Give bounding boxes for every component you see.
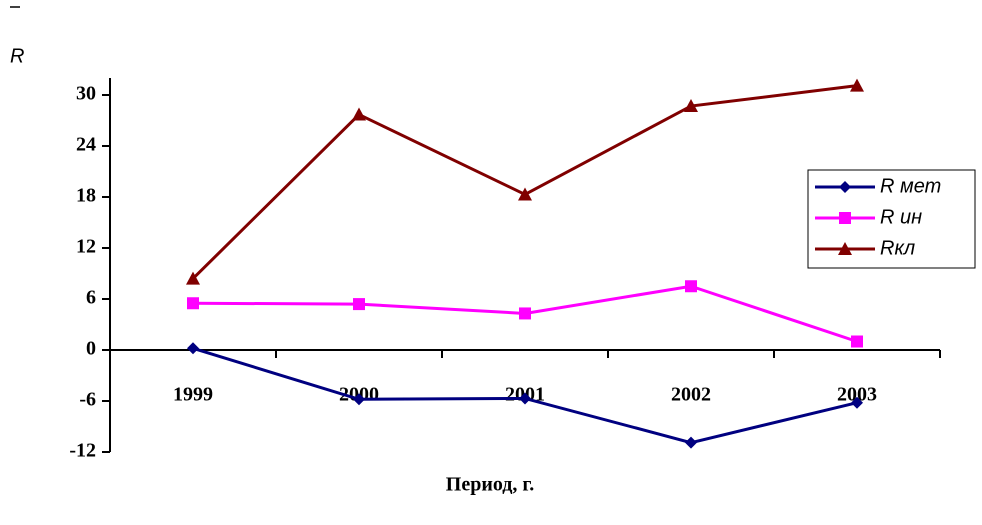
- data-point: [187, 342, 199, 355]
- x-axis-label: Период, г.: [446, 474, 534, 496]
- y-tick-label: -6: [79, 389, 96, 411]
- legend-label: Rкл: [880, 237, 915, 259]
- legend-marker: [838, 242, 852, 255]
- legend-label: R ин: [880, 206, 922, 228]
- series-line: [191, 84, 858, 280]
- x-tick-label: 2002: [671, 384, 711, 406]
- data-point: [186, 271, 200, 285]
- data-point: [684, 99, 698, 113]
- data-point: [850, 78, 864, 92]
- y-tick-label: 12: [76, 236, 96, 258]
- y-tick-label: 6: [86, 287, 96, 309]
- data-point: [519, 392, 531, 405]
- data-point: [685, 280, 697, 293]
- data-point: [851, 396, 863, 409]
- data-point: [353, 393, 365, 406]
- legend-marker: [839, 181, 851, 193]
- y-tick-label: 24: [76, 134, 96, 156]
- data-point: [352, 107, 366, 121]
- data-point: [353, 298, 365, 311]
- y-tick-label: 0: [86, 338, 96, 360]
- y-tick-label: 18: [76, 185, 96, 207]
- legend-marker: [839, 212, 851, 224]
- data-point: [518, 187, 532, 201]
- x-tick-label: 2003: [837, 384, 877, 406]
- y-tick-label: -12: [69, 440, 96, 462]
- data-point: [187, 297, 199, 310]
- data-point: [685, 436, 697, 449]
- y-axis-label: R: [10, 45, 24, 67]
- data-point: [519, 307, 531, 320]
- x-tick-label: 1999: [173, 384, 213, 406]
- legend-label: R мет: [880, 175, 941, 197]
- y-tick-label: 30: [76, 83, 96, 105]
- data-point: [851, 335, 863, 348]
